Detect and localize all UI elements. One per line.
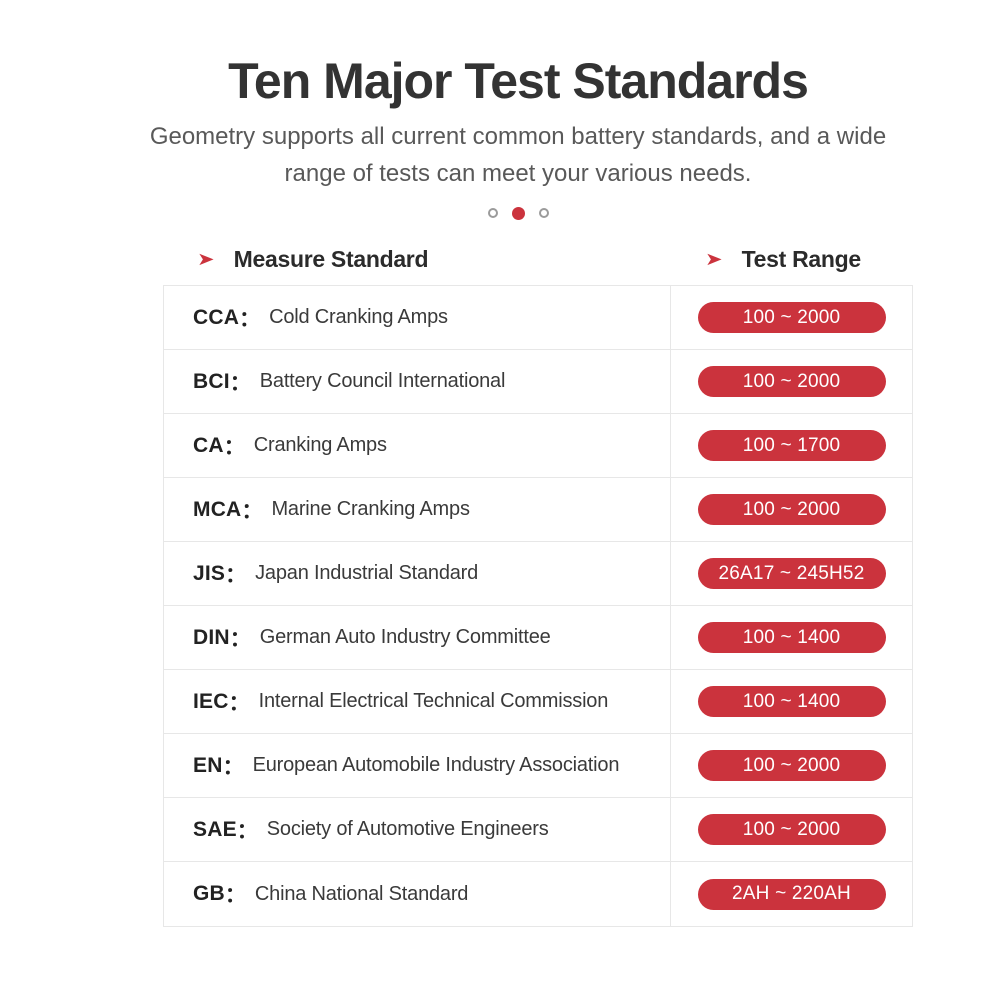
standard-abbr: MCA: [193, 497, 242, 521]
carousel-dot[interactable]: [538, 208, 549, 218]
standard-cell: MCA： Marine Cranking Amps: [164, 478, 671, 541]
standard-cell: BCI： Battery Council International: [164, 350, 671, 413]
arrow-right-icon: ➤: [197, 249, 215, 269]
table-row-jis: JIS： Japan Industrial Standard 26A17 ~ 2…: [164, 542, 912, 606]
standard-name: European Automobile Industry Association: [252, 754, 620, 776]
colon-separator: ：: [222, 755, 244, 779]
table-row-cca: CCA： Cold Cranking Amps 100 ~ 2000: [164, 286, 912, 350]
range-badge: 2AH ~ 220AH: [697, 878, 886, 910]
standard-abbr: CA: [193, 433, 224, 457]
standard-name: Cold Cranking Amps: [269, 306, 448, 328]
standard-abbr: DIN: [193, 625, 230, 649]
arrow-right-icon: ➤: [705, 249, 723, 269]
standard-cell: CA： Cranking Amps: [164, 414, 671, 477]
colon-separator: ：: [225, 563, 247, 587]
range-cell: 100 ~ 2000: [671, 798, 912, 861]
range-cell: 2AH ~ 220AH: [671, 862, 912, 926]
colon-separator: ：: [224, 884, 246, 907]
range-cell: 100 ~ 1700: [671, 414, 912, 477]
standards-table: CCA： Cold Cranking Amps 100 ~ 2000 BCI： …: [163, 285, 913, 927]
table-row-din: DIN： German Auto Industry Committee 100 …: [164, 606, 912, 670]
colon-separator: ：: [239, 307, 261, 331]
table-row-en: EN： European Automobile Industry Associa…: [164, 734, 912, 798]
range-cell: 100 ~ 1400: [671, 670, 912, 733]
standard-cell: EN： European Automobile Industry Associa…: [164, 734, 671, 797]
colon-separator: ：: [229, 371, 251, 395]
colon-separator: ：: [241, 499, 263, 523]
standard-name: China National Standard: [254, 882, 469, 905]
table-row-mca: MCA： Marine Cranking Amps 100 ~ 2000: [164, 478, 912, 542]
carousel-dots: [36, 206, 1000, 220]
table-row-iec: IEC： Internal Electrical Technical Commi…: [164, 670, 912, 734]
standard-cell: GB： China National Standard: [164, 862, 671, 926]
column-header-label: Measure Standard: [233, 245, 429, 272]
range-badge: 100 ~ 1700: [697, 430, 886, 461]
standards-table-section: ➤ Measure Standard ➤ Test Range CCA： Col…: [163, 240, 913, 927]
range-badge: 100 ~ 2000: [697, 750, 886, 781]
table-row-sae: SAE： Society of Automotive Engineers 100…: [164, 798, 912, 862]
table-row-ca: CA： Cranking Amps 100 ~ 1700: [164, 414, 912, 478]
range-cell: 100 ~ 2000: [671, 734, 912, 797]
table-row-bci: BCI： Battery Council International 100 ~…: [164, 350, 912, 414]
standard-name: Internal Electrical Technical Commission: [258, 690, 609, 712]
standard-name: Society of Automotive Engineers: [266, 818, 549, 840]
standard-cell: SAE： Society of Automotive Engineers: [164, 798, 671, 861]
carousel-dot[interactable]: [487, 208, 498, 218]
header-test-range: ➤ Test Range: [671, 246, 913, 273]
subtitle-line-1: Geometry supports all current common bat…: [149, 123, 887, 150]
range-cell: 100 ~ 1400: [671, 606, 912, 669]
column-header-label: Test Range: [741, 245, 862, 272]
standard-name: Marine Cranking Amps: [271, 498, 470, 520]
range-badge: 100 ~ 1400: [697, 622, 886, 653]
standard-cell: JIS： Japan Industrial Standard: [164, 542, 671, 605]
range-cell: 100 ~ 2000: [671, 478, 912, 541]
range-cell: 100 ~ 2000: [671, 350, 912, 413]
standard-abbr: GB: [193, 882, 225, 905]
range-badge: 100 ~ 1400: [697, 686, 886, 717]
standard-abbr: JIS: [193, 561, 226, 585]
page-title: Ten Major Test Standards: [228, 53, 809, 109]
standard-name: Battery Council International: [259, 370, 506, 392]
colon-separator: ：: [228, 691, 250, 715]
standard-abbr: SAE: [193, 817, 237, 841]
standard-name: Japan Industrial Standard: [255, 562, 479, 584]
standard-cell: IEC： Internal Electrical Technical Commi…: [164, 670, 671, 733]
subtitle-line-2: range of tests can meet your various nee…: [284, 160, 752, 187]
hero-section: Ten Major Test Standards Geometry suppor…: [0, 0, 1000, 220]
header-measure-standard: ➤ Measure Standard: [163, 246, 671, 273]
standard-abbr: IEC: [193, 689, 229, 713]
standard-cell: CCA： Cold Cranking Amps: [164, 286, 671, 349]
standard-name: German Auto Industry Committee: [259, 626, 551, 648]
table-header-row: ➤ Measure Standard ➤ Test Range: [163, 240, 913, 278]
standard-abbr: EN: [193, 753, 223, 777]
standard-abbr: BCI: [193, 369, 230, 393]
colon-separator: ：: [236, 819, 258, 843]
range-badge: 100 ~ 2000: [697, 814, 886, 845]
standard-abbr: CCA: [193, 305, 240, 329]
standard-name: Cranking Amps: [253, 434, 387, 456]
colon-separator: ：: [223, 435, 245, 459]
range-badge: 26A17 ~ 245H52: [697, 558, 886, 589]
range-badge: 100 ~ 2000: [697, 366, 886, 397]
range-cell: 100 ~ 2000: [671, 286, 912, 349]
page-subtitle: Geometry supports all current common bat…: [36, 118, 1000, 192]
carousel-dot[interactable]: [511, 206, 525, 220]
range-cell: 26A17 ~ 245H52: [671, 542, 912, 605]
range-badge: 100 ~ 2000: [697, 302, 886, 333]
table-row-gb: GB： China National Standard 2AH ~ 220AH: [164, 862, 912, 926]
colon-separator: ：: [229, 627, 251, 651]
standard-cell: DIN： German Auto Industry Committee: [164, 606, 671, 669]
range-badge: 100 ~ 2000: [697, 494, 886, 525]
